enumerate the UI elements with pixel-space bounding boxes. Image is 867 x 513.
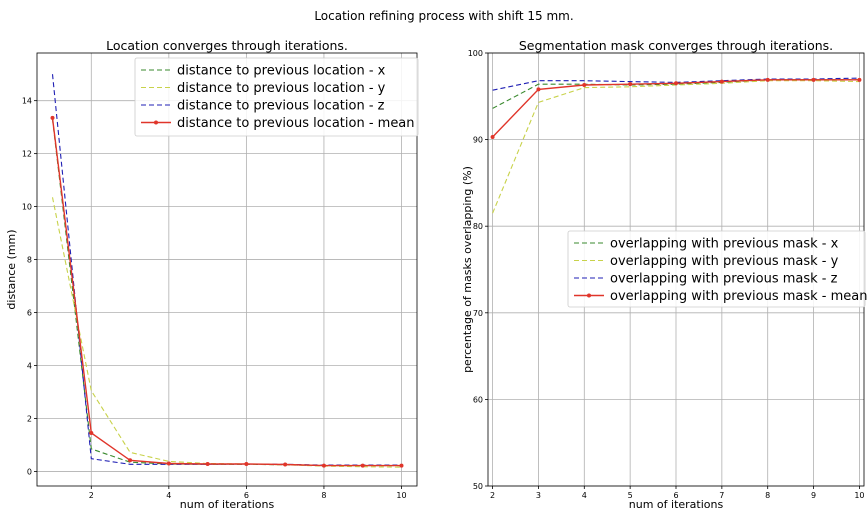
series-line-y bbox=[51, 197, 402, 468]
data-point-mean bbox=[128, 458, 133, 463]
y-axis-label: percentage of masks overlapping (%) bbox=[461, 166, 474, 373]
data-point-mean bbox=[857, 77, 862, 82]
figure-suptitle: Location refining process with shift 15 … bbox=[314, 9, 573, 23]
x-axis-label: num of iterations bbox=[180, 498, 275, 509]
data-point-mean bbox=[283, 462, 288, 467]
data-point-mean bbox=[719, 79, 724, 84]
chart-title: Location converges through iterations. bbox=[106, 38, 348, 53]
x-tick-label: 2 bbox=[490, 491, 495, 500]
y-tick-label: 6 bbox=[27, 309, 32, 318]
y-tick-label: 10 bbox=[22, 203, 32, 212]
series-line-x bbox=[492, 79, 860, 109]
y-tick-label: 0 bbox=[27, 467, 32, 476]
x-tick-label: 2 bbox=[89, 491, 94, 500]
legend-box bbox=[567, 230, 866, 308]
data-point-mean bbox=[582, 83, 587, 88]
y-tick-label: 50 bbox=[473, 482, 483, 491]
data-point-mean bbox=[89, 431, 94, 436]
y-tick-label: 100 bbox=[468, 49, 483, 58]
data-point-mean bbox=[399, 463, 404, 468]
x-tick-label: 10 bbox=[854, 491, 864, 500]
data-point-mean bbox=[490, 135, 495, 140]
y-tick-label: 12 bbox=[22, 150, 32, 159]
x-tick-label: 9 bbox=[811, 491, 816, 500]
y-tick-label: 14 bbox=[22, 97, 32, 106]
chart-title: Segmentation mask converges through iter… bbox=[519, 38, 833, 53]
y-tick-label: 60 bbox=[473, 395, 483, 404]
data-point-mean bbox=[360, 463, 365, 468]
x-tick-label: 5 bbox=[628, 491, 633, 500]
legend-label-mean: overlapping with previous mask - mean bbox=[610, 289, 867, 304]
x-tick-label: 10 bbox=[396, 491, 406, 500]
y-tick-label: 90 bbox=[473, 136, 483, 145]
chart-segmentation: 2 3 4 5 6 7 8 9 10 50 60 70 80 90 100 Segmentation mask… bbox=[461, 38, 867, 511]
legend-label-z: distance to previous location - z bbox=[177, 99, 385, 114]
legend-marker-mean bbox=[154, 120, 158, 125]
x-tick-label: 6 bbox=[244, 491, 249, 500]
data-point-mean bbox=[244, 462, 249, 467]
y-tick-label: 80 bbox=[473, 222, 483, 231]
y-tick-label: 2 bbox=[27, 414, 32, 423]
series-line-mean bbox=[51, 117, 402, 467]
legend-box bbox=[134, 57, 419, 137]
x-tick-label: 4 bbox=[582, 491, 587, 500]
data-point-mean bbox=[628, 82, 633, 87]
data-point-mean bbox=[166, 461, 171, 466]
data-point-mean bbox=[765, 77, 770, 82]
plot-frame bbox=[36, 52, 418, 487]
chart-location: 2 4 6 8 10 0 2 4 6 8 10 12 14 Location converges thro… bbox=[5, 38, 419, 511]
y-tick-label: 8 bbox=[27, 256, 32, 265]
legend-label-y: overlapping with previous mask - y bbox=[610, 254, 839, 269]
x-tick-label: 8 bbox=[765, 491, 770, 500]
data-point-mean bbox=[811, 77, 816, 82]
legend-label-z: overlapping with previous mask - z bbox=[610, 272, 838, 287]
data-point-mean bbox=[536, 87, 541, 92]
legend-label-x: distance to previous location - x bbox=[177, 64, 386, 79]
x-tick-label: 4 bbox=[166, 491, 171, 500]
x-tick-label: 6 bbox=[673, 491, 678, 500]
x-tick-label: 3 bbox=[536, 491, 541, 500]
data-point-mean bbox=[50, 115, 55, 120]
legend-label-mean: distance to previous location - mean bbox=[177, 116, 415, 131]
data-point-mean bbox=[321, 463, 326, 468]
series-line-x bbox=[51, 119, 402, 467]
y-tick-label: 4 bbox=[27, 362, 32, 371]
x-tick-label: 8 bbox=[321, 491, 326, 500]
legend-label-x: overlapping with previous mask - x bbox=[610, 237, 839, 252]
x-axis-label: num of iterations bbox=[629, 498, 724, 509]
y-axis-label: distance (mm) bbox=[5, 229, 18, 309]
x-tick-label: 7 bbox=[719, 491, 724, 500]
data-point-mean bbox=[674, 81, 678, 86]
legend-label-y: distance to previous location - y bbox=[177, 81, 386, 96]
y-tick-label: 70 bbox=[473, 309, 483, 318]
legend-marker-mean bbox=[587, 293, 591, 298]
data-point-mean bbox=[205, 462, 210, 467]
